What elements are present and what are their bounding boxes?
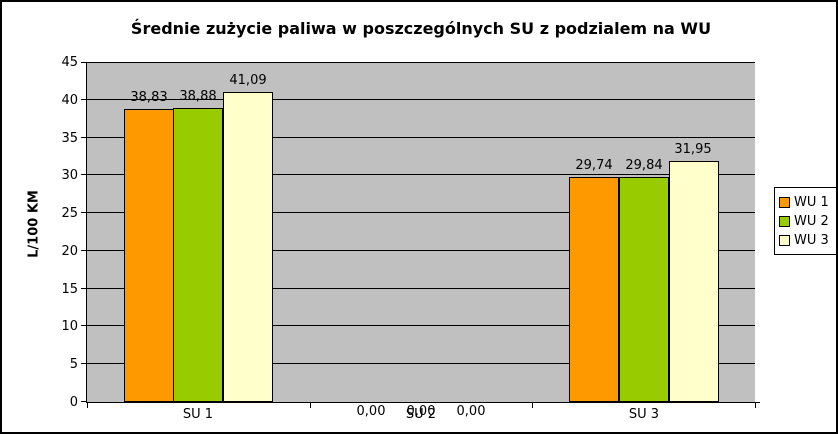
legend-swatch-wu-2 [779, 216, 790, 227]
y-tick-45 [81, 62, 86, 63]
value-label-wu-3-su-2: 0,00 [456, 404, 486, 419]
gridline-35 [87, 137, 755, 138]
y-tick-20 [81, 250, 86, 251]
legend: WU 1 WU 2 WU 3 [774, 187, 836, 255]
plot-area: 38,83 38,88 41,09 0,00 0,00 0,00 29,74 29,84 31,… [87, 62, 755, 419]
value-label-wu-2-su-1: 38,88 [179, 89, 217, 104]
bar-wu-1-su-3 [569, 177, 619, 402]
y-axis-line [86, 62, 87, 403]
x-tick-2 [532, 403, 533, 408]
bar-wu-2-su-3 [619, 177, 669, 402]
x-tick-1 [310, 403, 311, 408]
y-tick-30 [81, 174, 86, 175]
legend-swatch-wu-3 [779, 235, 790, 246]
y-tick-10 [81, 325, 86, 326]
bar-wu-3-su-1 [223, 92, 273, 402]
y-tick-label-30: 30 [61, 168, 78, 183]
legend-item-wu-2: WU 2 [779, 212, 833, 231]
gridline-30 [87, 174, 755, 175]
bar-wu-1-su-1 [124, 109, 174, 402]
legend-swatch-wu-1 [779, 197, 790, 208]
gridline-10 [87, 325, 755, 326]
y-tick-label-5: 5 [69, 357, 78, 372]
legend-label-wu-1: WU 1 [794, 195, 829, 210]
value-label-wu-1-su-1: 38,83 [130, 90, 168, 105]
chart-title: Średnie zużycie paliwa w poszczególnych … [130, 19, 712, 38]
y-tick-label-0: 0 [69, 395, 78, 410]
gridline-5 [87, 363, 755, 364]
legend-item-wu-1: WU 1 [779, 193, 833, 212]
y-tick-5 [81, 363, 86, 364]
y-tick-25 [81, 212, 86, 213]
y-tick-40 [81, 99, 86, 100]
y-tick-label-10: 10 [61, 319, 78, 334]
y-tick-label-35: 35 [61, 131, 78, 146]
legend-item-wu-3: WU 3 [779, 231, 833, 250]
y-tick-35 [81, 137, 86, 138]
value-label-wu-3-su-3: 31,95 [674, 142, 712, 157]
y-tick-label-15: 15 [61, 282, 78, 297]
y-tick-label-25: 25 [61, 206, 78, 221]
category-label-su-3: SU 3 [628, 407, 660, 422]
y-tick-0 [81, 401, 86, 402]
y-axis-title: L/100 KM [26, 190, 42, 258]
x-tick-end [755, 403, 756, 408]
x-axis-line [86, 402, 760, 403]
bar-wu-2-su-1 [173, 108, 223, 402]
category-label-su-2: SU 2 [405, 407, 437, 422]
gridline-45 [87, 62, 755, 63]
y-tick-label-20: 20 [61, 244, 78, 259]
gridline-25 [87, 212, 755, 213]
y-tick-15 [81, 288, 86, 289]
x-tick-0 [87, 403, 88, 408]
gridline-15 [87, 288, 755, 289]
value-label-wu-1-su-2: 0,00 [356, 404, 386, 419]
gridline-20 [87, 250, 755, 251]
legend-label-wu-3: WU 3 [794, 233, 829, 248]
y-tick-label-45: 45 [61, 55, 78, 70]
bar-wu-3-su-3 [669, 161, 719, 402]
value-label-wu-3-su-1: 41,09 [229, 73, 267, 88]
value-label-wu-2-su-3: 29,84 [625, 158, 663, 173]
gridline-40 [87, 99, 755, 100]
value-label-wu-1-su-3: 29,74 [575, 158, 613, 173]
category-label-su-1: SU 1 [182, 407, 214, 422]
y-tick-label-40: 40 [61, 93, 78, 108]
legend-label-wu-2: WU 2 [794, 214, 829, 229]
value-label-wu-2-su-2: 0,00 [406, 404, 436, 419]
